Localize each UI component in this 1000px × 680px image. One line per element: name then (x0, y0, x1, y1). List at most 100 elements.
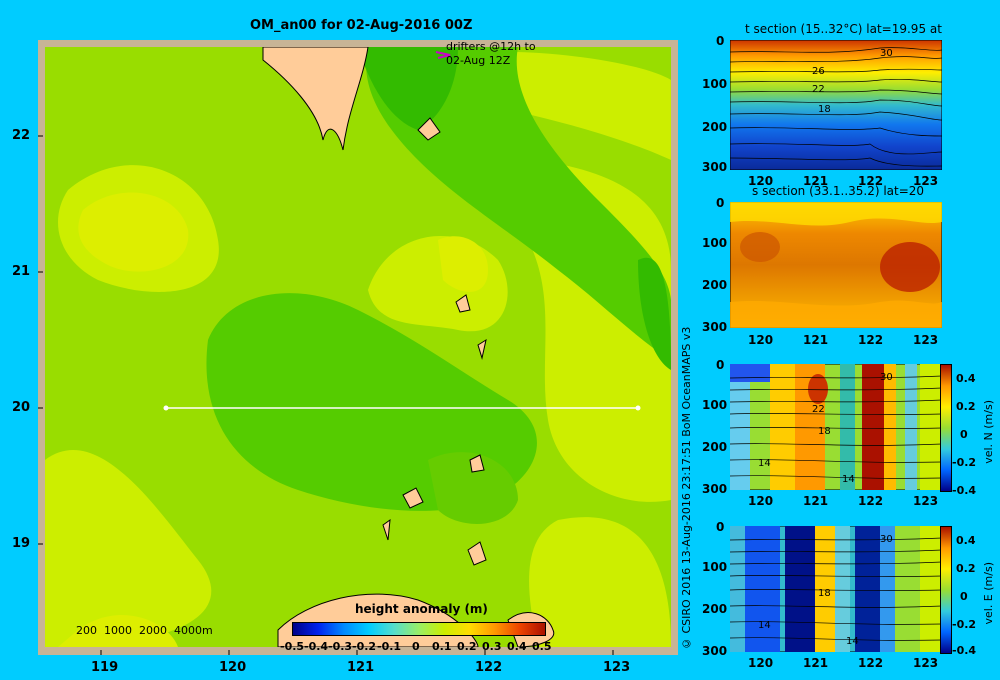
colorbar-tick: 0.3 (482, 640, 502, 653)
map-y-tick: 19 (12, 536, 31, 551)
field-region (366, 47, 671, 360)
field-region (529, 517, 671, 647)
land-island (455, 294, 471, 313)
vn-x-tick: 122 (858, 494, 884, 508)
t-y-tick: 100 (702, 77, 728, 91)
field-region (438, 236, 488, 292)
t-x-tick: 122 (858, 174, 884, 188)
land-island (469, 454, 485, 473)
t-x-tick: 120 (748, 174, 774, 188)
ve-y-tick: 100 (702, 560, 728, 574)
colorbar-tick: -0.1 (377, 640, 402, 653)
t-section-title: t section (15..32°C) lat=19.95 at (745, 22, 942, 36)
vn-y-tick: 300 (702, 482, 728, 496)
field-region (58, 615, 178, 647)
ve-contour-label: 14 (846, 636, 859, 647)
s-x-tick: 123 (913, 333, 939, 347)
ve-field-band (895, 526, 920, 652)
vn-y-tick: 0 (716, 358, 725, 372)
field-region (78, 192, 189, 272)
field-region (428, 452, 518, 524)
colorbar-tick: -0.5 (280, 640, 305, 653)
s-field-region (730, 300, 942, 328)
credit-text: © CSIRO 2016 13-Aug-2016 23:17:51 BoM Oc… (680, 326, 693, 650)
section-line-endpoint (635, 405, 641, 411)
vn-field-band (884, 364, 896, 490)
depth-legend: 200 1000 2000 4000m (76, 624, 213, 637)
vn-field-band (730, 382, 750, 490)
ve-contour-label: 18 (818, 588, 831, 599)
vn-contour-label: 22 (812, 404, 825, 415)
t-contour-label: 30 (880, 48, 893, 59)
ve-x-tick: 123 (913, 656, 939, 670)
ve-x-tick: 122 (858, 656, 884, 670)
depth-legend-item: 4000m (174, 624, 213, 637)
ve-field-band (785, 526, 815, 652)
map-y-tick: 22 (12, 128, 31, 143)
ve-y-tick: 300 (702, 644, 728, 658)
s-y-tick: 300 (702, 320, 728, 334)
map-y-tick: 21 (12, 264, 31, 279)
land-island (467, 541, 487, 566)
section-line-endpoint (163, 405, 169, 411)
s-y-tick: 200 (702, 278, 728, 292)
ve-y-tick: 0 (716, 520, 725, 534)
s-section-plot (730, 202, 942, 328)
vn-x-tick: 121 (803, 494, 829, 508)
s-x-tick: 121 (803, 333, 829, 347)
vn-y-tick: 200 (702, 440, 728, 454)
vn-contour-label: 18 (818, 426, 831, 437)
t-field (730, 40, 942, 170)
vn-contour-label: 30 (880, 372, 893, 383)
vn-contour-label: 14 (758, 458, 771, 469)
ve-colorbar-tick: 0.2 (956, 562, 976, 575)
land-island (402, 487, 424, 509)
land-island (417, 117, 441, 141)
t-x-tick: 121 (803, 174, 829, 188)
drifter-text-1: drifters @12h to (446, 40, 536, 53)
depth-legend-item: 2000 (139, 624, 167, 637)
field-region (638, 257, 671, 370)
t-section-plot: 30 26 22 18 (730, 40, 942, 170)
ve-field-band (880, 526, 895, 652)
vn-field-band (920, 364, 942, 490)
depth-legend-item: 1000 (104, 624, 132, 637)
map-x-tick: 122 (475, 660, 503, 675)
vn-field-band (905, 364, 917, 490)
ve-x-tick: 120 (748, 656, 774, 670)
vn-x-tick: 120 (748, 494, 774, 508)
s-y-tick: 0 (716, 196, 725, 210)
land-taiwan (262, 47, 369, 151)
s-x-tick: 120 (748, 333, 774, 347)
vn-colorbar-tick: 0.4 (956, 372, 976, 385)
vn-field-band (840, 364, 855, 490)
ve-contour-label: 14 (758, 620, 771, 631)
ve-x-tick: 121 (803, 656, 829, 670)
s-section-title: s section (33.1..35.2) lat=20 (752, 184, 925, 198)
s-field-region (880, 242, 940, 292)
vn-colorbar (940, 364, 952, 492)
vn-colorbar-tick: 0 (960, 428, 968, 441)
s-x-tick: 122 (858, 333, 884, 347)
ve-colorbar-tick: 0.4 (956, 534, 976, 547)
colorbar-tick: 0.4 (507, 640, 527, 653)
ve-colorbar-label: vel. E (m/s) (982, 562, 995, 625)
vn-y-tick: 100 (702, 398, 728, 412)
map-x-tick: 119 (91, 660, 119, 675)
ve-colorbar (940, 526, 952, 654)
s-field-region (730, 202, 942, 226)
t-y-tick: 0 (716, 34, 725, 48)
map-title: OM_an00 for 02-Aug-2016 00Z (250, 18, 473, 33)
vn-field-band (730, 364, 775, 382)
map-y-tick: 20 (12, 400, 31, 415)
ve-colorbar-tick: -0.2 (952, 618, 977, 631)
colorbar-tick: 0.5 (532, 640, 552, 653)
t-contour-label: 22 (812, 84, 825, 95)
vn-colorbar-label: vel. N (m/s) (982, 400, 995, 464)
vn-field-band (862, 364, 884, 490)
colorbar-tick: 0.1 (432, 640, 452, 653)
colorbar-tick: 0.2 (457, 640, 477, 653)
ve-field-band (855, 526, 880, 652)
ve-colorbar-tick: -0.4 (952, 644, 977, 657)
map-x-tick: 120 (219, 660, 247, 675)
